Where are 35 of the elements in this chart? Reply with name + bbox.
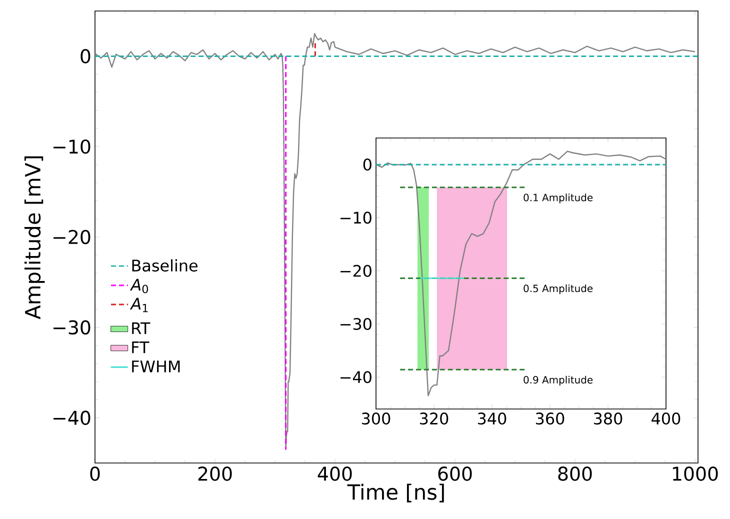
y-tick-label: −40 bbox=[54, 410, 90, 425]
y-tick-label: −10 bbox=[340, 212, 372, 224]
x-tick-label: 300 bbox=[362, 412, 390, 425]
y-tick-label: 0 bbox=[80, 49, 90, 64]
annotation: 0.9 Amplitude bbox=[524, 376, 593, 386]
legend-label: RT bbox=[132, 322, 150, 334]
annotation: 0.1 Amplitude bbox=[524, 194, 593, 204]
line-series bbox=[375, 150, 667, 396]
line-series bbox=[94, 33, 696, 450]
y-tick-label: −30 bbox=[54, 320, 90, 335]
legend-label: A$_{0}$ bbox=[130, 278, 148, 294]
legend-label: A$_{1}$ bbox=[130, 298, 148, 312]
y-axis-title: Amplitude [mV] bbox=[24, 156, 45, 320]
x-tick-label: 320 bbox=[420, 412, 448, 425]
y-tick-label: 0 bbox=[363, 158, 372, 171]
legend-label: Baseline bbox=[132, 259, 198, 272]
y-tick-label: −20 bbox=[340, 264, 372, 277]
x-tick-label: 400 bbox=[318, 466, 352, 481]
x-tick-label: 200 bbox=[198, 466, 232, 481]
legend-label: FT bbox=[132, 341, 150, 354]
x-tick-label: 600 bbox=[438, 466, 472, 481]
y-tick-label: −20 bbox=[54, 230, 90, 244]
x-tick-label: 360 bbox=[536, 412, 564, 425]
x-tick-label: 340 bbox=[478, 412, 506, 425]
legend-label: FWHM bbox=[132, 360, 180, 372]
y-tick-label: −30 bbox=[340, 318, 372, 330]
x-tick-label: 380 bbox=[594, 412, 622, 425]
x-tick-label: 0 bbox=[90, 466, 100, 481]
x-axis-title: Time [ns] bbox=[347, 484, 444, 502]
annotation: 0.5 Amplitude bbox=[524, 284, 593, 294]
y-tick-label: −40 bbox=[340, 371, 372, 384]
x-tick-label: 400 bbox=[652, 412, 680, 425]
x-tick-label: 800 bbox=[558, 466, 592, 481]
x-tick-label: 1000 bbox=[673, 466, 718, 481]
y-tick-label: −10 bbox=[54, 139, 90, 154]
